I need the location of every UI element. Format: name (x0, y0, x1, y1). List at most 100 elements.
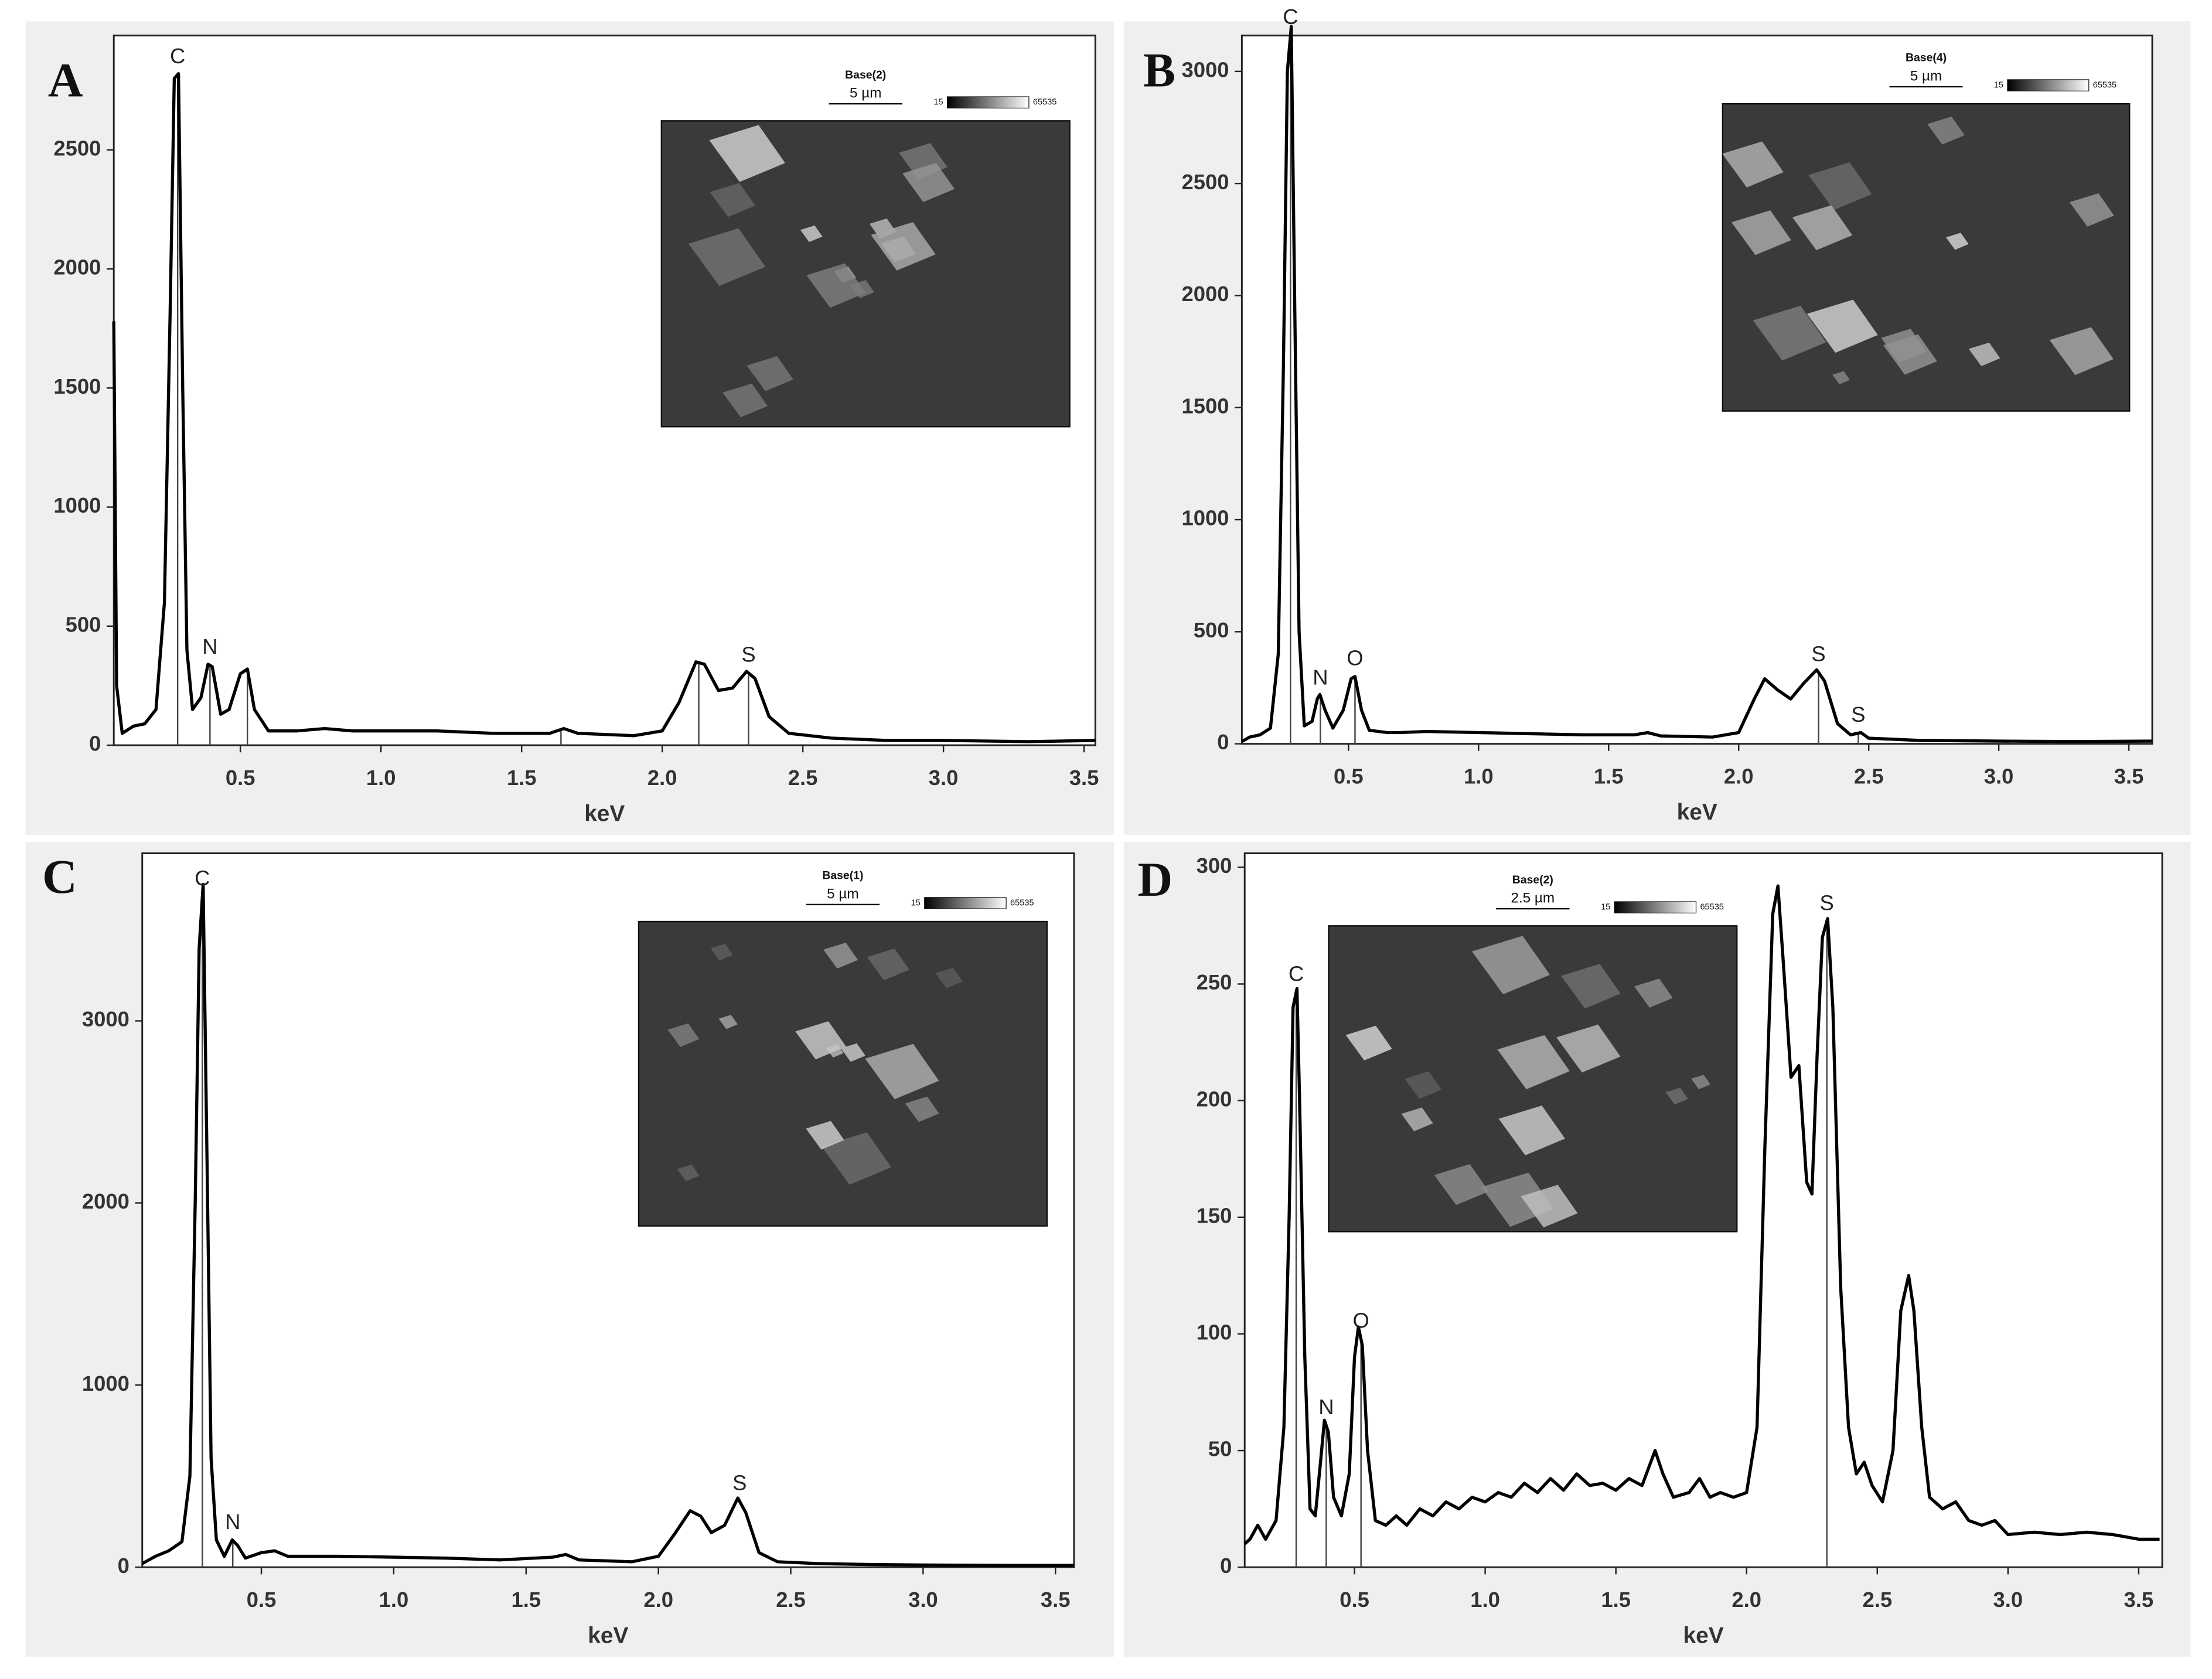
y-tick-label: 300 (1197, 854, 1232, 878)
peak-label: N (225, 1510, 240, 1534)
peak-label: C (1283, 5, 1298, 29)
micrograph-feature (2069, 193, 2114, 227)
micrograph-feature (2049, 327, 2114, 376)
micrograph-feature (1722, 141, 1784, 187)
x-tick-label: 3.0 (929, 766, 959, 790)
peak-label: S (1811, 641, 1825, 666)
micrograph-feature (1946, 233, 1969, 250)
spectrum-line (112, 72, 1096, 743)
spectrum-line (141, 882, 1074, 1567)
micrograph-feature (1691, 1074, 1710, 1090)
panel-letter: B (1143, 43, 1175, 97)
panel-letter: D (1137, 852, 1173, 906)
y-tick-label: 100 (1197, 1320, 1232, 1344)
micrograph-feature (1401, 1107, 1433, 1131)
gray-min: 15 (1994, 80, 2003, 90)
y-tick-label: 500 (66, 612, 101, 636)
peak-label: N (1318, 1395, 1334, 1419)
y-tick-label: 200 (1197, 1087, 1232, 1111)
inset-scale: 2.5 µm (1511, 890, 1555, 906)
micrograph-feature (1927, 117, 1965, 145)
panel-letter: C (42, 849, 77, 903)
micrograph-feature (806, 263, 866, 308)
spectrum-line (1241, 25, 2153, 743)
x-tick-label: 2.0 (1724, 765, 1754, 789)
y-tick-label: 2500 (1181, 170, 1229, 194)
micrograph-feature (1808, 162, 1872, 210)
peak-label: S (732, 1470, 747, 1494)
x-tick-label: 1.0 (379, 1588, 409, 1612)
inset-title: Base(1) (822, 869, 863, 882)
micrograph-feature (1968, 342, 2000, 367)
gray-bar (946, 96, 1030, 109)
peak-label: C (1289, 961, 1304, 985)
peak-label: C (195, 866, 210, 890)
x-tick-label: 1.0 (366, 766, 396, 790)
micrograph-feature (865, 1043, 939, 1100)
y-tick-label: 1000 (1181, 506, 1229, 530)
micrograph-feature (722, 383, 768, 418)
x-tick-label: 2.5 (1854, 765, 1884, 789)
x-tick-label: 1.5 (507, 766, 537, 790)
x-tick-label: 3.5 (2124, 1588, 2154, 1612)
micrograph-feature (1665, 1087, 1688, 1105)
x-tick-label: 3.5 (2114, 765, 2144, 789)
micrograph-feature (1561, 964, 1621, 1009)
inset-title: Base(4) (1906, 52, 1947, 64)
micrograph-feature (1792, 205, 1853, 251)
x-axis-label: keV (588, 1623, 628, 1648)
peak-label: O (1347, 646, 1363, 670)
micrograph-feature (1434, 1164, 1489, 1206)
x-tick-label: 1.0 (1464, 765, 1494, 789)
inset-scale: 5 µm (827, 886, 858, 902)
gray-max: 65535 (1010, 898, 1034, 907)
y-tick-label: 2500 (53, 136, 101, 160)
micrograph-feature (710, 944, 733, 961)
x-axis-label: keV (1677, 800, 1717, 825)
peak-label: S (1851, 702, 1865, 726)
micrograph-feature (718, 1015, 738, 1029)
gray-max: 65535 (2093, 80, 2116, 90)
micrograph-feature (840, 1043, 865, 1062)
gray-min: 15 (911, 898, 921, 907)
y-tick-label: 50 (1208, 1437, 1232, 1461)
x-tick-label: 2.0 (647, 766, 677, 790)
inset-scale: 5 µm (1910, 68, 1942, 84)
micrograph-feature (1634, 978, 1673, 1008)
spectrum-line (1243, 884, 2160, 1545)
y-tick-label: 2000 (1181, 282, 1229, 306)
gray-bar (924, 897, 1007, 909)
x-tick-label: 0.5 (1340, 1588, 1369, 1612)
micrograph-feature (823, 943, 858, 969)
x-tick-label: 0.5 (226, 766, 255, 790)
x-tick-label: 1.5 (1594, 765, 1624, 789)
y-tick-label: 2000 (82, 1189, 129, 1213)
x-axis-label: keV (1683, 1623, 1724, 1648)
micrograph-feature (1807, 299, 1878, 353)
y-tick-label: 1000 (82, 1371, 129, 1395)
y-tick-label: 2000 (53, 255, 101, 279)
y-tick-label: 3000 (82, 1007, 129, 1031)
micrograph-feature (902, 163, 955, 202)
gray-bar (1614, 901, 1697, 914)
y-tick-label: 1000 (53, 493, 101, 517)
micrograph-feature (821, 1132, 892, 1185)
gray-max: 65535 (1700, 903, 1723, 912)
micrograph-feature (1472, 936, 1550, 995)
micrograph-feature (867, 948, 909, 981)
micrograph-feature (905, 1096, 939, 1122)
x-tick-label: 3.5 (1041, 1588, 1071, 1612)
y-tick-label: 0 (1217, 730, 1229, 754)
peak-label: S (1820, 890, 1834, 914)
peak-label: N (202, 634, 217, 658)
x-tick-label: 1.5 (1601, 1588, 1631, 1612)
micrograph-feature (806, 1121, 844, 1150)
y-tick-label: 0 (89, 732, 101, 756)
y-tick-label: 3000 (1181, 58, 1229, 82)
y-tick-label: 1500 (53, 374, 101, 398)
y-tick-label: 250 (1197, 970, 1232, 994)
panel-letter: A (48, 53, 83, 107)
x-tick-label: 0.5 (1334, 765, 1364, 789)
